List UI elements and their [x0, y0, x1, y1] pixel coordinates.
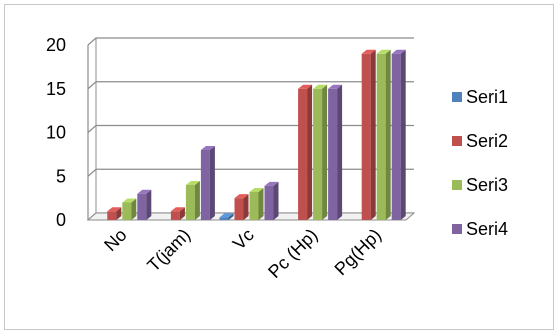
bar-top [328, 84, 343, 89]
bar-Seri4-3 [328, 88, 338, 220]
bar-side [194, 181, 200, 220]
bar-Seri2-4 [361, 53, 371, 220]
bar-side [307, 84, 313, 220]
bar-Seri3-1 [185, 185, 195, 220]
bar-top [200, 146, 215, 150]
legend-swatch-Seri1 [452, 92, 462, 102]
x-tick-label: Pc (Hp) [264, 225, 321, 282]
bar-side [400, 49, 406, 220]
legend-label: Seri1 [466, 87, 508, 107]
bar-side [179, 207, 185, 220]
bar-side [370, 49, 376, 220]
bar-Seri2-0 [107, 211, 117, 220]
bar-top [391, 49, 406, 54]
bar-Seri3-3 [313, 88, 323, 220]
bar-Seri4-1 [200, 150, 210, 220]
bar-top [185, 181, 200, 185]
bar-side [116, 207, 122, 220]
x-tick-label: Pg(Hp) [331, 225, 385, 279]
legend-swatch-Seri3 [452, 180, 462, 190]
bar-top [361, 49, 376, 54]
bar-Seri2-3 [298, 88, 308, 220]
bar-top [249, 188, 264, 192]
legend-swatch-Seri2 [452, 136, 462, 146]
bar-Seri4-0 [137, 193, 147, 220]
bar-top [219, 213, 234, 218]
bar-top [264, 181, 279, 186]
bar-top [107, 207, 122, 212]
x-tick-label: Vc [229, 225, 258, 254]
x-tick-label: T(jam) [143, 225, 194, 276]
bar-side [146, 189, 152, 220]
bar-side [131, 198, 137, 220]
bar-side [385, 49, 391, 220]
bar-Seri2-1 [170, 211, 180, 220]
bar-side [337, 84, 343, 220]
y-tick-label: 15 [46, 79, 66, 99]
bar-side [273, 181, 279, 220]
bar-Seri2-2 [234, 198, 244, 220]
bar-side [243, 194, 249, 220]
bar-top [137, 189, 152, 194]
bar-top [376, 49, 391, 54]
legend-swatch-Seri4 [452, 224, 462, 234]
y-tick-label: 5 [56, 166, 66, 186]
bar-Seri3-0 [122, 202, 132, 220]
bar-side [322, 84, 328, 220]
bar-top [234, 194, 249, 199]
bar-Seri3-2 [249, 192, 259, 220]
x-tick-label: No [100, 225, 130, 255]
bar-Seri4-4 [391, 53, 401, 220]
legend-label: Seri4 [466, 219, 508, 239]
bar-Seri1-2 [219, 217, 229, 220]
bar-side [258, 188, 264, 220]
y-tick-label: 20 [46, 35, 66, 55]
gridline [87, 37, 414, 46]
bar-Seri3-4 [376, 53, 386, 220]
y-tick-label: 0 [56, 210, 66, 230]
bar-top [122, 198, 137, 203]
bar-top [170, 207, 185, 212]
bar-side [228, 213, 234, 220]
bar-top [313, 84, 328, 89]
bar-top [298, 84, 313, 89]
y-tick-label: 10 [46, 123, 66, 143]
legend-label: Seri2 [466, 131, 508, 151]
legend-label: Seri3 [466, 175, 508, 195]
bar-side [209, 146, 215, 220]
bar-Seri4-2 [264, 185, 274, 220]
